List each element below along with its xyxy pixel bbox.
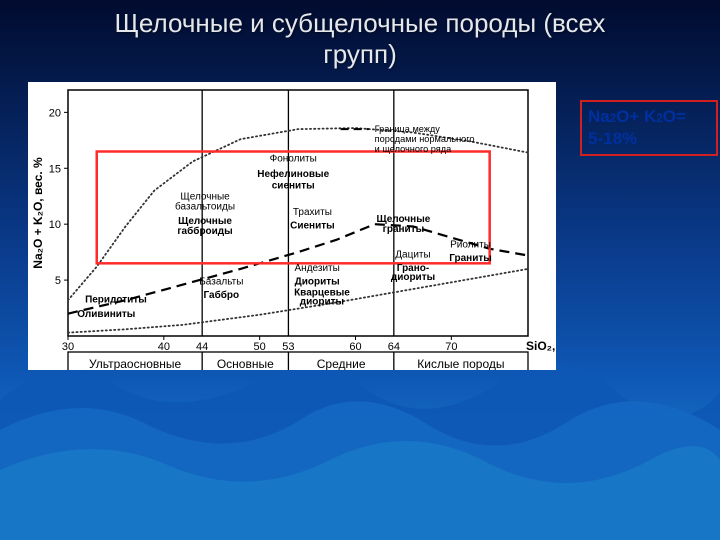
svg-text:Оливиниты: Оливиниты [77, 309, 135, 320]
svg-text:Габбро: Габбро [203, 289, 239, 301]
svg-text:базальтоиды: базальтоиды [175, 201, 235, 213]
svg-text:Средние: Средние [317, 357, 366, 370]
svg-text:граниты: граниты [383, 224, 424, 235]
svg-text:Базальты: Базальты [199, 277, 243, 288]
svg-text:Граниты: Граниты [449, 253, 492, 264]
svg-text:40: 40 [158, 341, 170, 353]
svg-text:44: 44 [196, 341, 208, 353]
svg-text:диориты: диориты [391, 272, 435, 283]
svg-text:Ультраосновные: Ультраосновные [89, 357, 182, 370]
svg-text:диориты: диориты [300, 297, 344, 308]
svg-text:Основные: Основные [217, 357, 274, 370]
svg-text:сиениты: сиениты [272, 180, 315, 191]
svg-text:Граница между: Граница между [375, 124, 441, 134]
alkali-range-note: Na2O+ K2O=5-18% [580, 100, 718, 156]
svg-text:50: 50 [254, 341, 266, 353]
svg-text:Фонолиты: Фонолиты [270, 154, 317, 165]
svg-text:породами нормального: породами нормального [375, 134, 475, 144]
svg-text:SiO₂, вес. %: SiO₂, вес. % [526, 339, 556, 353]
svg-text:и щелочного ряда: и щелочного ряда [375, 144, 452, 154]
svg-text:10: 10 [49, 219, 61, 231]
tas-chart: 5 10 15 20 30 40 50 60 70 44 53 64 Ультраосновные Осн… [28, 82, 556, 370]
svg-text:Na₂O + K₂O, вес. %: Na₂O + K₂O, вес. % [31, 157, 45, 269]
svg-text:Риолиты: Риолиты [450, 240, 491, 251]
svg-text:Андезиты: Андезиты [295, 263, 340, 274]
svg-text:64: 64 [388, 341, 400, 353]
svg-text:Кислые породы: Кислые породы [417, 357, 504, 370]
slide-title: Щелочные и субщелочные породы (всехгрупп… [0, 8, 720, 70]
svg-text:70: 70 [445, 341, 457, 353]
svg-text:Трахиты: Трахиты [293, 207, 332, 218]
svg-text:Сиениты: Сиениты [290, 221, 335, 232]
svg-text:Диориты: Диориты [295, 277, 340, 288]
svg-text:53: 53 [282, 341, 294, 353]
svg-text:Перидотиты: Перидотиты [85, 294, 147, 305]
svg-text:20: 20 [49, 107, 61, 119]
svg-text:15: 15 [49, 163, 61, 175]
svg-text:5: 5 [55, 275, 61, 287]
svg-text:30: 30 [62, 341, 74, 353]
svg-text:габброиды: габброиды [177, 225, 232, 237]
svg-text:Нефелиновые: Нефелиновые [257, 168, 329, 180]
svg-text:Дациты: Дациты [395, 250, 430, 261]
svg-text:60: 60 [349, 341, 361, 353]
